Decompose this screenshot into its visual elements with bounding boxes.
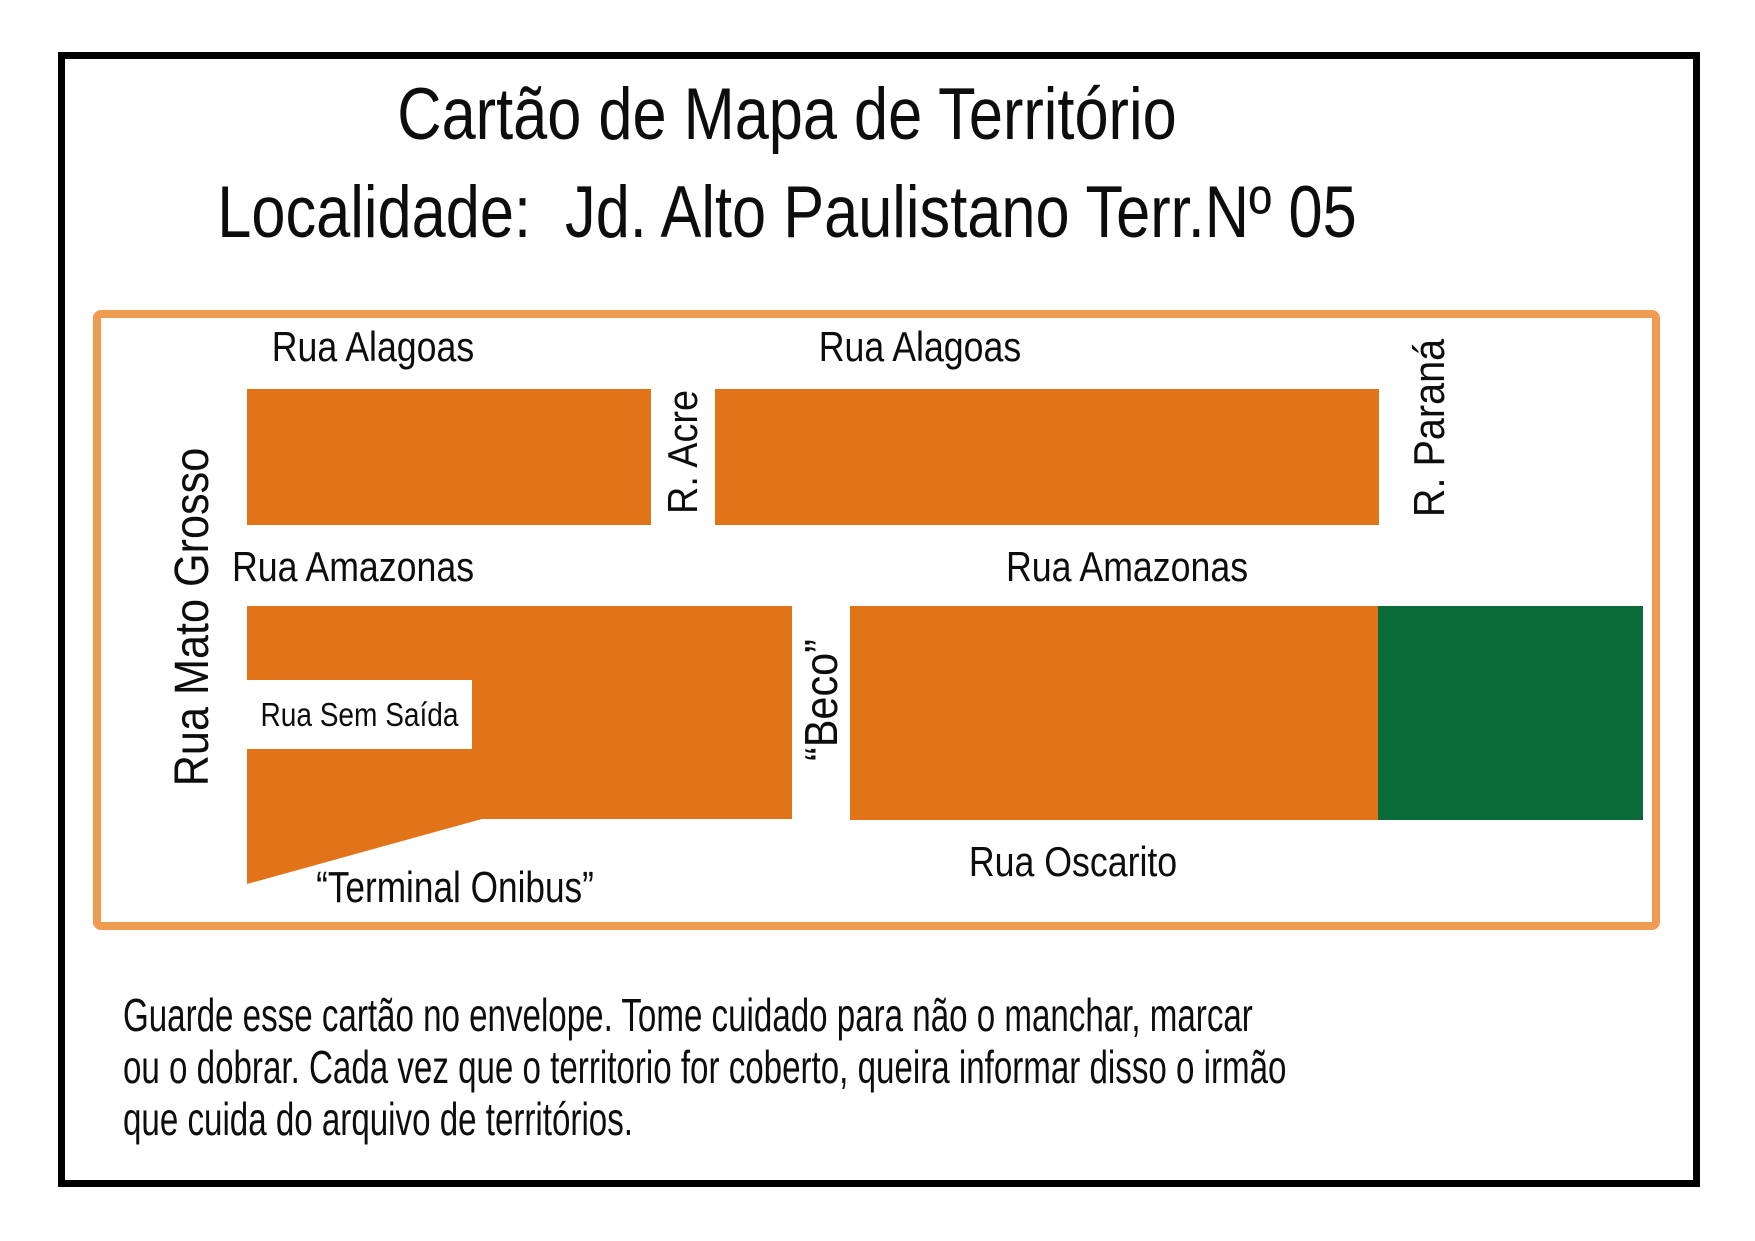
street-label-r-parana: R. Paraná <box>1405 338 1454 518</box>
map-block-top-left <box>247 389 651 525</box>
street-label-terminal-onibus: “Terminal Onibus” <box>316 863 594 912</box>
street-label-rua-alagoas-west: Rua Alagoas <box>271 323 475 370</box>
street-label-rua-sem-saida: Rua Sem Saída <box>260 695 459 733</box>
street-label-rua-alagoas-east: Rua Alagoas <box>818 323 1022 370</box>
card-title-line1: Cartão de Mapa de Território <box>397 74 1177 155</box>
map-frame <box>93 310 1660 930</box>
map-block-top-right <box>715 389 1379 525</box>
card-title-line2: Localidade: Jd. Alto Paulistano Terr.Nº … <box>217 172 1357 253</box>
card-title: Cartão de Mapa de Território Localidade:… <box>0 66 1574 262</box>
map-block-bottom-right <box>850 606 1378 820</box>
street-label-rua-oscarito: Rua Oscarito <box>968 838 1178 885</box>
street-label-beco: “Beco” <box>795 639 847 761</box>
street-label-rua-mato-grosso: Rua Mato Grosso <box>166 447 219 787</box>
street-label-rua-amazonas-east: Rua Amazonas <box>1005 543 1249 590</box>
street-label-rua-amazonas-west: Rua Amazonas <box>231 543 475 590</box>
street-label-r-acre: R. Acre <box>659 390 706 514</box>
dead-end-notch: Rua Sem Saída <box>247 680 472 749</box>
care-instructions: Guarde esse cartão no envelope. Tome cui… <box>123 989 1287 1145</box>
map-block-covered-green <box>1378 606 1643 820</box>
